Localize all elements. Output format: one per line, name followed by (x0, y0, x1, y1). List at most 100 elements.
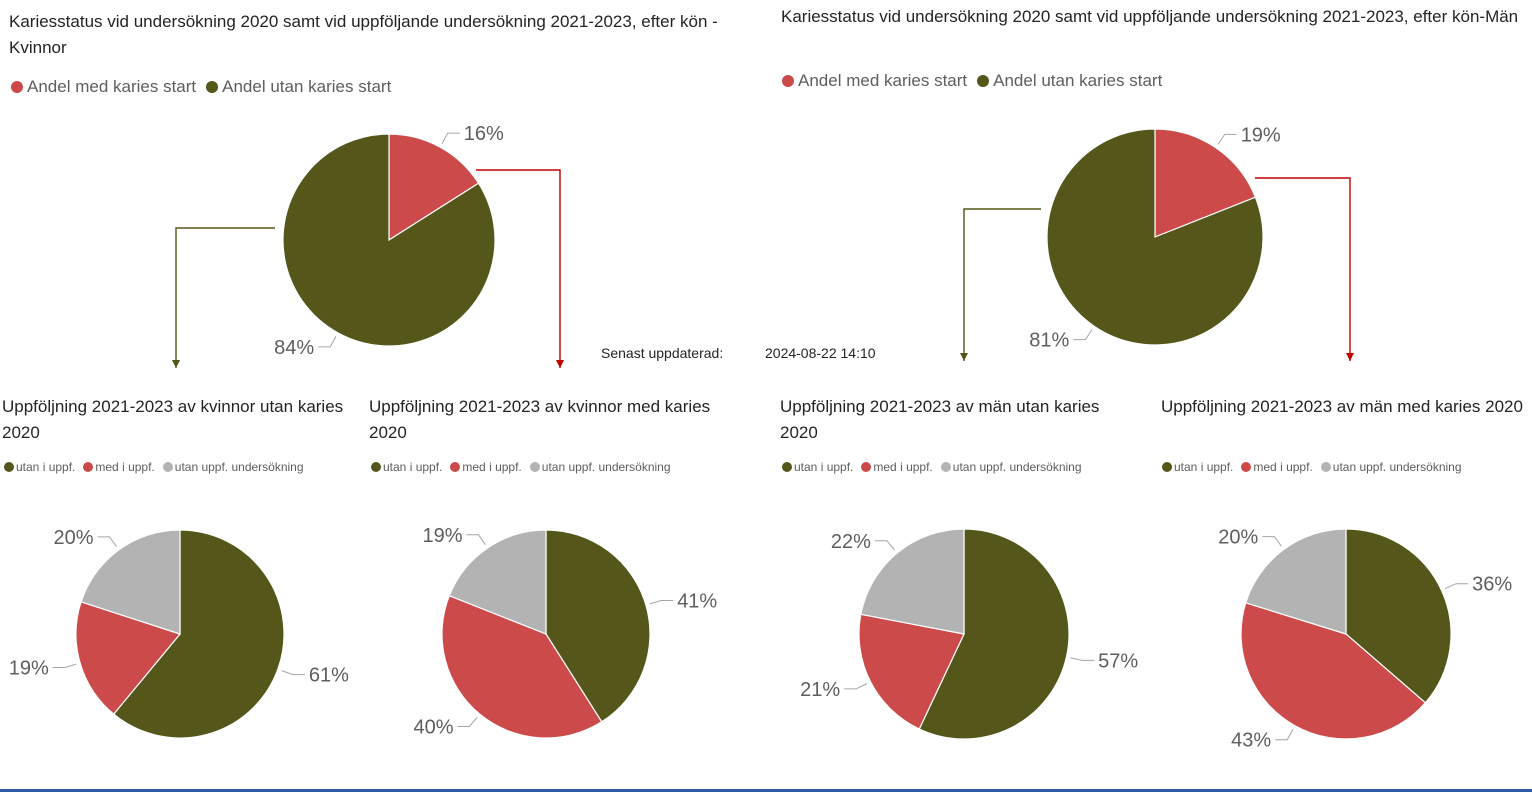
legend-dot-icon (861, 462, 872, 472)
arrow-line (175, 227, 275, 368)
leader-line (281, 670, 305, 676)
pie-slice (441, 594, 603, 739)
legend-item-no-uppf[interactable]: utan uppf. undersökning (529, 460, 671, 474)
legend-item-utan-uppf[interactable]: utan i uppf. (1162, 460, 1233, 474)
legend-dot-icon (782, 462, 792, 472)
leader-line (52, 663, 77, 668)
legend-item-utan-uppf[interactable]: utan i uppf. (371, 460, 442, 474)
pie-m_med: 36% 43% 20% (1218, 527, 1512, 752)
data-label: 19% (9, 658, 49, 680)
data-label: 20% (1218, 527, 1258, 549)
legend-label: med i uppf. (873, 460, 933, 474)
data-label: 19% (1241, 124, 1281, 146)
arrow-head-icon (1346, 353, 1354, 361)
leader-line (466, 534, 486, 545)
leader-line (874, 540, 895, 551)
arrow-head-icon (556, 360, 564, 368)
legend-dot-icon (1241, 462, 1252, 472)
legend-item-med[interactable]: Andel med karies start (782, 71, 967, 91)
legend-label: med i uppf. (95, 460, 155, 474)
leader-line (457, 716, 478, 727)
leader-line (844, 683, 868, 690)
last-updated-value: 2024-08-22 14:10 (765, 345, 876, 361)
data-label: 21% (800, 679, 840, 701)
leader-line (97, 536, 117, 547)
pie-slice (1244, 528, 1347, 635)
chart-title-women: Kariesstatus vid undersökning 2020 samt … (9, 12, 718, 57)
pie-slice (1154, 128, 1257, 238)
pie-women: 16% 84% (274, 123, 504, 359)
legend-item-med-uppf[interactable]: med i uppf. (1241, 460, 1313, 474)
arrow-men-med (1255, 177, 1354, 361)
legend-label: utan uppf. undersökning (1332, 460, 1462, 474)
pie-slice (1240, 602, 1427, 740)
data-label: 57% (1098, 650, 1138, 672)
legend-men-with-caries: utan i uppf. med i uppf. utan uppf. unde… (1162, 460, 1470, 474)
pie-slice (860, 528, 965, 635)
legend-item-utan-uppf[interactable]: utan i uppf. (782, 460, 853, 474)
legend-item-med-uppf[interactable]: med i uppf. (450, 460, 522, 474)
legend-dot-icon (782, 75, 794, 87)
legend-item-utan-uppf[interactable]: utan i uppf. (4, 460, 75, 474)
data-label: 20% (53, 527, 93, 549)
data-label: 84% (274, 337, 314, 359)
legend-dot-icon (450, 462, 461, 472)
arrow-line (476, 169, 561, 368)
pie-slice (1345, 528, 1452, 704)
chart-title-women-without-caries: Uppföljning 2021-2023 av kvinnor utan ka… (2, 397, 344, 442)
legend-label: Andel utan karies start (222, 77, 392, 96)
data-label: 40% (413, 717, 453, 739)
legend-dot-icon (371, 462, 381, 472)
leader-line (1073, 329, 1093, 341)
chart-title-men: Kariesstatus vid undersökning 2020 samt … (781, 7, 1519, 26)
legend-item-med[interactable]: Andel med karies start (11, 77, 196, 97)
legend-item-no-uppf[interactable]: utan uppf. undersökning (940, 460, 1082, 474)
legend-dot-icon (940, 462, 951, 472)
legend-dot-icon (11, 81, 23, 93)
arrow-line (1255, 177, 1351, 361)
leader-line (441, 132, 460, 144)
pie-men: 19% 81% (1029, 124, 1281, 351)
legend-women-without-caries: utan i uppf. med i uppf. utan uppf. unde… (4, 460, 312, 474)
pie-slice (858, 613, 965, 730)
pie-slice (1046, 128, 1264, 346)
leader-line (1444, 583, 1469, 590)
arrow-head-icon (960, 353, 968, 361)
legend-dot-icon (1162, 462, 1172, 472)
leader-line (1070, 657, 1095, 661)
leader-line (318, 336, 337, 348)
chart-title-men-without-caries: Uppföljning 2021-2023 av män utan karies… (780, 397, 1100, 442)
legend-women: Andel med karies start Andel utan karies… (11, 77, 401, 97)
data-label: 41% (677, 591, 717, 613)
pie-slice (918, 528, 1070, 740)
legend-item-no-uppf[interactable]: utan uppf. undersökning (162, 460, 304, 474)
legend-label: med i uppf. (462, 460, 522, 474)
chart-title-men-with-caries: Uppföljning 2021-2023 av män med karies … (1161, 397, 1523, 416)
legend-dot-icon (529, 462, 540, 472)
legend-label: Andel med karies start (798, 71, 968, 90)
pie-slice (388, 133, 480, 242)
legend-item-med-uppf[interactable]: med i uppf. (861, 460, 933, 474)
pie-m_utan: 57% 21% 22% (800, 528, 1138, 740)
legend-item-utan[interactable]: Andel utan karies start (977, 71, 1162, 91)
legend-dot-icon (206, 81, 219, 93)
legend-label: utan i uppf. (1174, 460, 1234, 474)
pie-w_med: 41% 40% 19% (413, 525, 717, 739)
legend-label: utan uppf. undersökning (174, 460, 304, 474)
data-label: 61% (309, 665, 349, 687)
data-label: 81% (1029, 330, 1069, 352)
legend-item-utan[interactable]: Andel utan karies start (206, 77, 391, 97)
legend-dot-icon (83, 462, 94, 472)
arrow-women-utan (172, 227, 275, 368)
pie-slice (448, 529, 547, 635)
arrow-head-icon (172, 360, 180, 368)
arrow-women-med (476, 169, 564, 368)
pie-w_utan: 61% 19% 20% (9, 527, 349, 739)
legend-label: utan i uppf. (794, 460, 854, 474)
legend-item-no-uppf[interactable]: utan uppf. undersökning (1320, 460, 1462, 474)
legend-dot-icon (162, 462, 173, 472)
legend-item-med-uppf[interactable]: med i uppf. (83, 460, 155, 474)
leader-line (1217, 133, 1237, 145)
last-updated-label: Senast uppdaterad: (601, 345, 724, 361)
